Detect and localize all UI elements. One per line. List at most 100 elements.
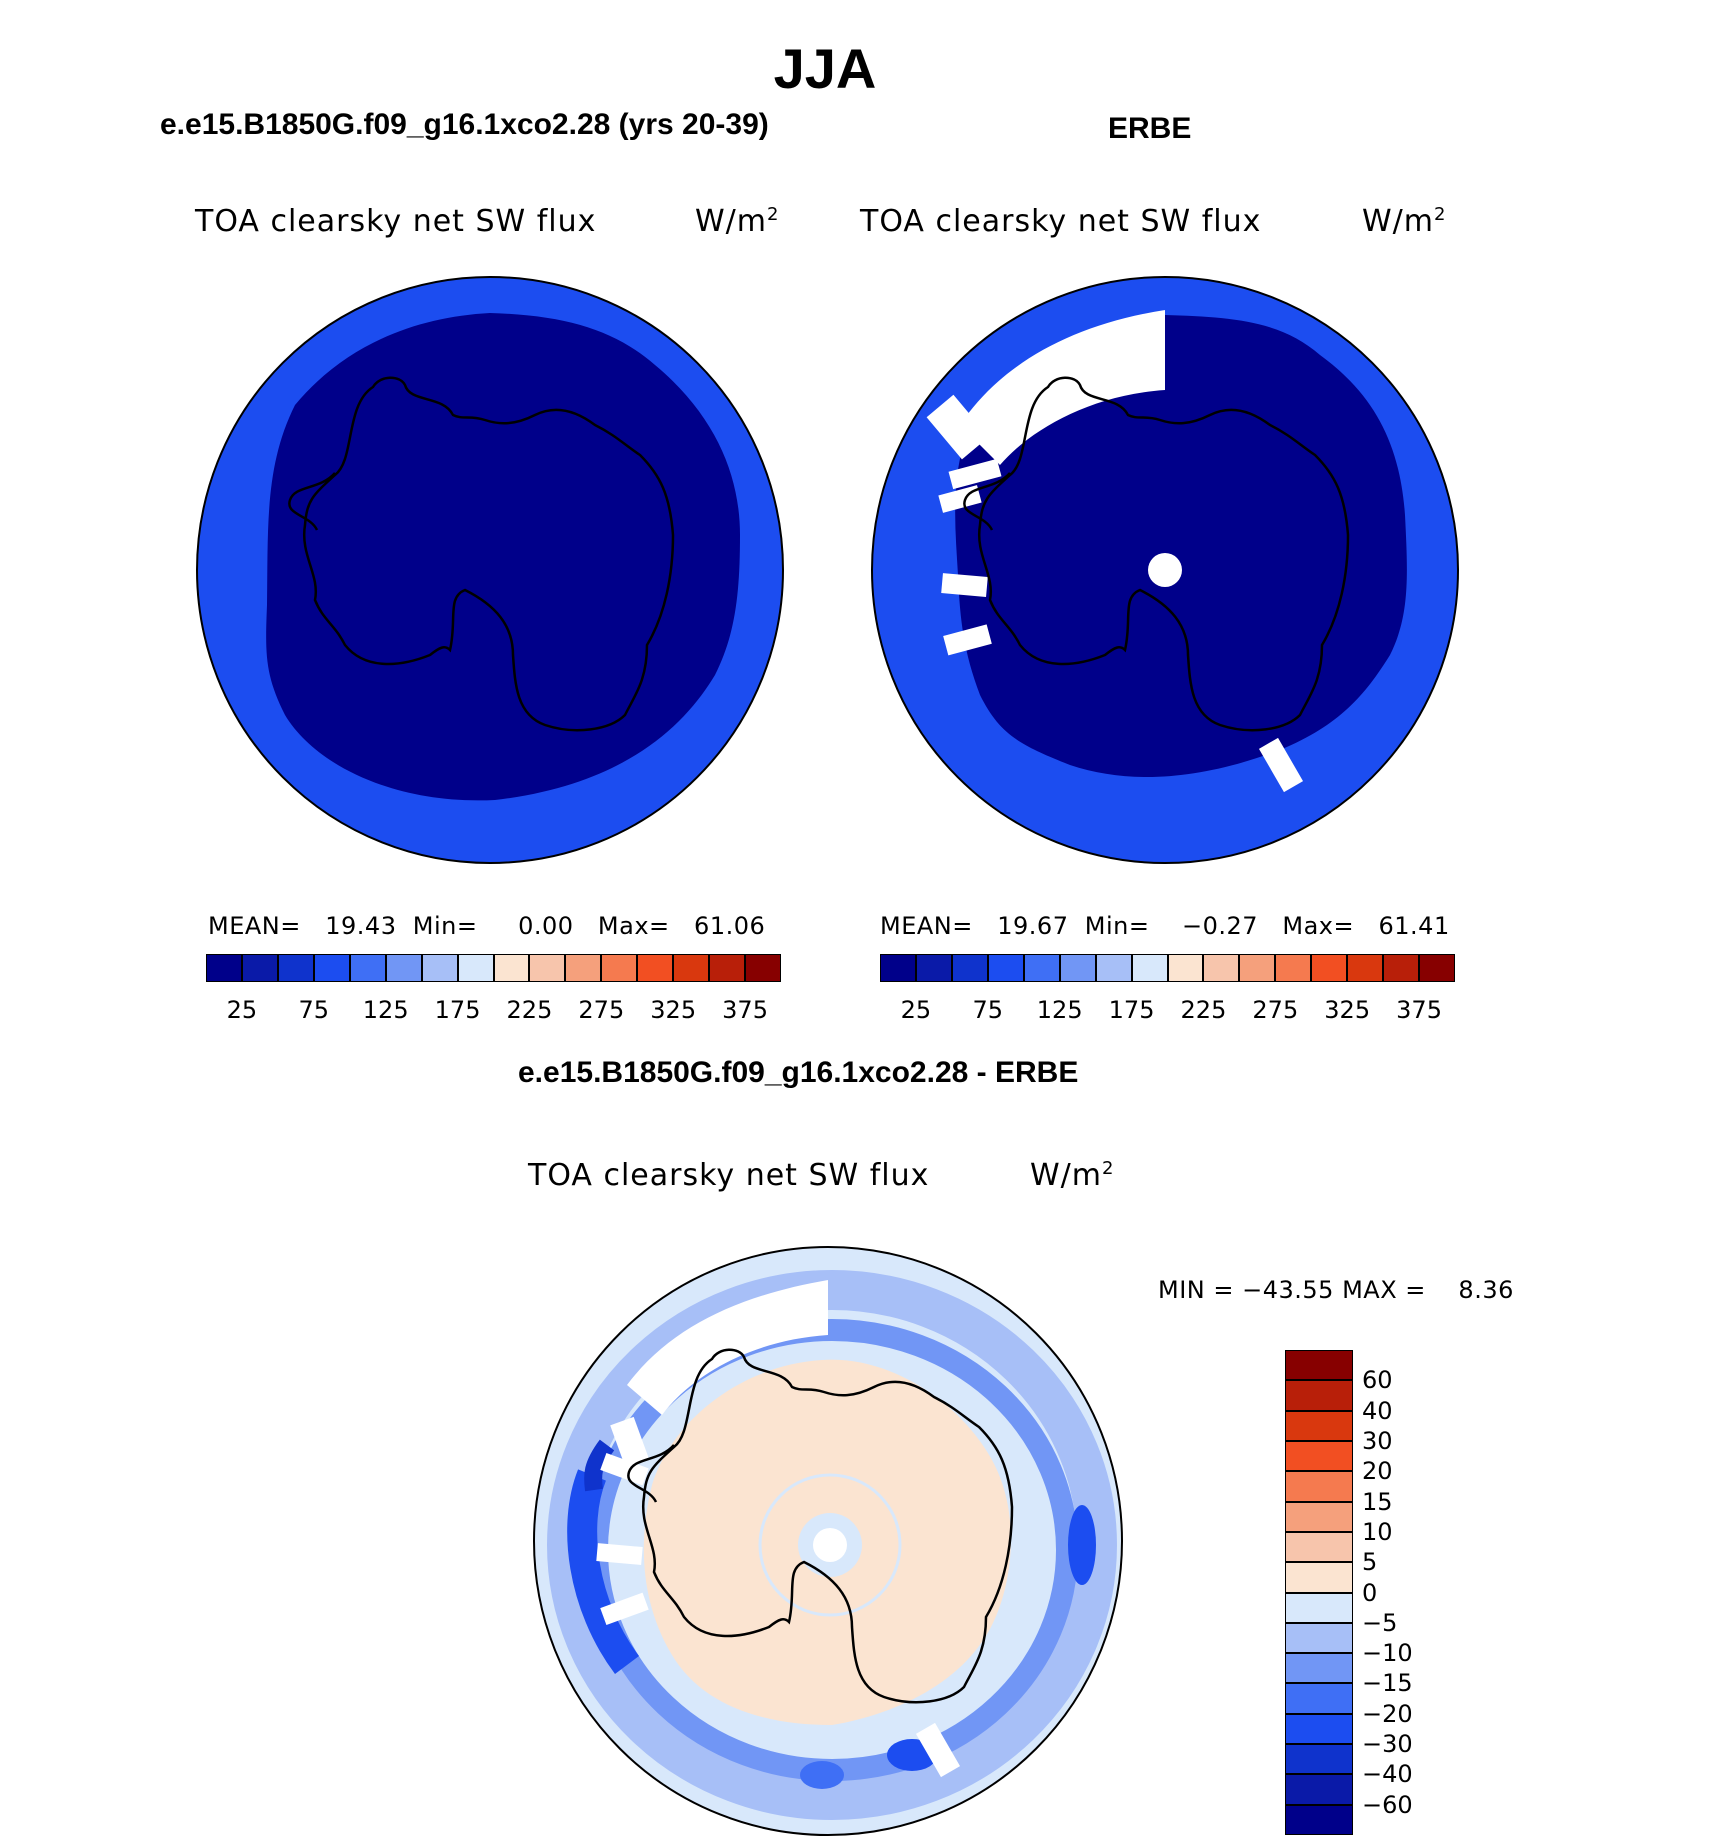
colorbar-swatch	[1095, 954, 1132, 982]
colorbar-tick-label: −30	[1362, 1730, 1413, 1759]
colorbar-swatch	[1285, 1471, 1353, 1502]
model-stats: MEAN= 19.43 Min= 0.00 Max= 61.06	[208, 912, 766, 940]
colorbar-swatch	[1285, 1350, 1353, 1381]
figure-title: JJA	[773, 37, 877, 100]
obs-polar-map	[871, 276, 1459, 864]
diff-anomaly-bands	[547, 1270, 1117, 1820]
model-polar-map	[196, 276, 784, 864]
colorbar-tick-label: 75	[298, 996, 330, 1024]
colorbar-swatch	[277, 954, 314, 982]
colorbar-swatch	[421, 954, 458, 982]
obs-interior-field	[955, 315, 1407, 777]
model-interior-field	[266, 313, 740, 801]
colorbar-swatch	[951, 954, 988, 982]
colorbar-swatch	[1347, 954, 1384, 982]
colorbar-swatch	[1285, 1774, 1353, 1805]
colorbar-tick-label: 325	[650, 996, 697, 1024]
colorbar-tick-label: 275	[578, 996, 625, 1024]
colorbar-swatch	[529, 954, 566, 982]
colorbar-swatch	[1131, 954, 1168, 982]
colorbar-swatch	[637, 954, 674, 982]
colorbar-swatch	[1023, 954, 1060, 982]
colorbar-swatch	[1285, 1804, 1353, 1835]
colorbar-swatch	[1285, 1410, 1353, 1441]
colorbar-tick-label: 5	[1362, 1548, 1378, 1577]
diff-units-label: W/m2	[1030, 1158, 1115, 1193]
colorbar-tick-label: 20	[1362, 1457, 1393, 1486]
colorbar-swatch	[493, 954, 530, 982]
colorbar-tick-label: 30	[1362, 1426, 1393, 1455]
diff-missing-data-patches	[596, 1247, 961, 1778]
colorbar-swatch	[987, 954, 1024, 982]
colorbar-tick-label: 175	[434, 996, 481, 1024]
colorbar-tick-label: 375	[1396, 996, 1442, 1024]
diff-polar-map	[533, 1246, 1123, 1836]
colorbar-tick-label: 25	[900, 996, 932, 1024]
colorbar-swatch	[385, 954, 422, 982]
colorbar-swatch	[1285, 1380, 1353, 1411]
colorbar-swatch	[1285, 1440, 1353, 1472]
model-colorbar-labels: 25 75 125 175 225 275 325 375	[206, 996, 781, 1026]
colorbar-swatch	[457, 954, 494, 982]
obs-panel-title: ERBE	[1108, 112, 1192, 145]
colorbar-tick-label: 40	[1362, 1396, 1393, 1425]
colorbar-swatch	[1285, 1744, 1353, 1775]
colorbar-swatch	[1419, 954, 1455, 982]
colorbar-tick-label: −10	[1362, 1639, 1413, 1668]
colorbar-tick-label: −5	[1362, 1608, 1398, 1637]
colorbar-tick-label: −15	[1362, 1669, 1413, 1698]
colorbar-swatch	[673, 954, 710, 982]
colorbar-swatch	[1059, 954, 1096, 982]
colorbar-tick-label: 25	[226, 996, 258, 1024]
model-field-label: TOA clearsky net SW flux	[195, 204, 597, 239]
colorbar-swatch	[1275, 954, 1312, 982]
diff-panel-title: e.e15.B1850G.f09_g16.1xco2.28 - ERBE	[518, 1056, 1079, 1089]
colorbar-tick-label: 375	[722, 996, 768, 1024]
colorbar-swatch	[1311, 954, 1348, 982]
colorbar-swatch	[206, 954, 242, 982]
model-units-label: W/m2	[695, 204, 780, 239]
colorbar-swatch	[1285, 1622, 1353, 1654]
obs-colorbar-labels: 25 75 125 175 225 275 325 375	[880, 996, 1455, 1026]
colorbar-tick-label: 125	[362, 996, 409, 1024]
colorbar-swatch	[745, 954, 781, 982]
colorbar-swatch	[1203, 954, 1240, 982]
diff-map-border	[533, 1246, 1123, 1836]
diff-colorbar	[1285, 1350, 1353, 1835]
diff-stats: MIN = −43.55 MAX = 8.36	[1158, 1276, 1514, 1304]
colorbar-tick-label: −20	[1362, 1699, 1413, 1728]
colorbar-tick-label: −60	[1362, 1790, 1413, 1819]
obs-field-label: TOA clearsky net SW flux	[860, 204, 1262, 239]
colorbar-swatch	[1285, 1713, 1353, 1745]
colorbar-tick-label: 15	[1362, 1487, 1393, 1516]
diff-colorbar-labels: 60 40 30 20 15 10 5 0 −5 −10 −15 −20 −30 −40 −60	[1362, 1350, 1452, 1835]
colorbar-swatch	[1285, 1653, 1353, 1684]
colorbar-swatch	[1285, 1683, 1353, 1714]
colorbar-swatch	[1167, 954, 1204, 982]
colorbar-swatch	[601, 954, 638, 982]
model-panel-title: e.e15.B1850G.f09_g16.1xco2.28 (yrs 20-39…	[160, 108, 769, 141]
obs-map-border	[871, 276, 1459, 864]
colorbar-tick-label: 325	[1324, 996, 1371, 1024]
colorbar-tick-label: 10	[1362, 1517, 1393, 1546]
model-colorbar	[206, 954, 781, 982]
colorbar-tick-label: 175	[1108, 996, 1155, 1024]
obs-stats: MEAN= 19.67 Min= −0.27 Max= 61.41	[880, 912, 1450, 940]
colorbar-swatch	[1383, 954, 1420, 982]
diff-field-label: TOA clearsky net SW flux	[528, 1158, 930, 1193]
colorbar-swatch	[1285, 1592, 1353, 1623]
colorbar-tick-label: 225	[1180, 996, 1227, 1024]
obs-colorbar	[880, 954, 1455, 982]
colorbar-swatch	[349, 954, 386, 982]
colorbar-tick-label: 125	[1036, 996, 1083, 1024]
colorbar-swatch	[915, 954, 952, 982]
model-map-border	[196, 276, 784, 864]
colorbar-swatch	[880, 954, 916, 982]
colorbar-swatch	[1285, 1501, 1353, 1532]
colorbar-swatch	[241, 954, 278, 982]
colorbar-swatch	[1285, 1531, 1353, 1563]
colorbar-swatch	[709, 954, 746, 982]
colorbar-swatch	[1239, 954, 1276, 982]
colorbar-swatch	[1285, 1562, 1353, 1593]
obs-units-label: W/m2	[1362, 204, 1447, 239]
